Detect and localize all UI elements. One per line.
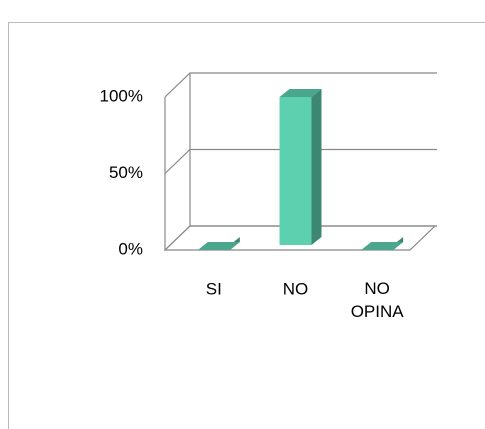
bar-top — [279, 89, 322, 97]
x-tick-label: NO — [283, 279, 309, 298]
y-tick-label: 0% — [118, 239, 143, 258]
bar-front — [279, 97, 312, 245]
grid-line — [164, 148, 437, 174]
bar-top — [361, 242, 404, 250]
y-tick-label: 100% — [100, 86, 143, 105]
grid-line — [164, 225, 437, 251]
y-tick-label: 50% — [109, 163, 143, 182]
x-tick-label: SI — [206, 279, 222, 298]
bar-side — [311, 89, 322, 245]
grid-line — [164, 72, 437, 98]
x-tick-label: NO OPINA — [351, 279, 405, 321]
bar-top — [197, 242, 240, 250]
